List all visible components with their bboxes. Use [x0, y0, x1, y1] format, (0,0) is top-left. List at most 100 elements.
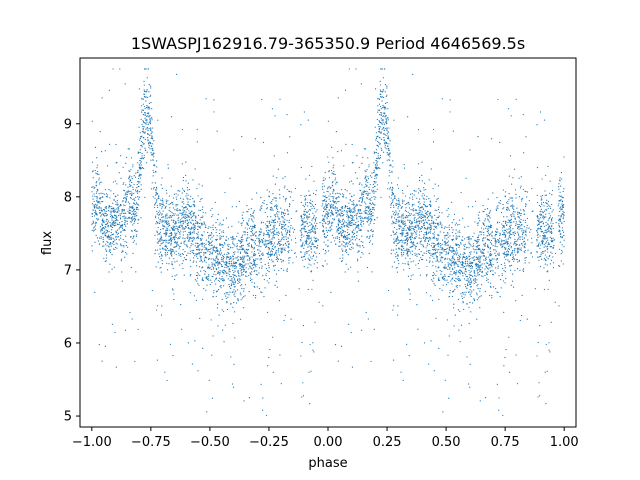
data-point [468, 383, 470, 385]
data-point [211, 207, 213, 210]
data-point [271, 200, 273, 203]
data-point [508, 245, 510, 247]
data-point [330, 223, 333, 225]
data-point [301, 236, 303, 238]
data-point [216, 249, 218, 252]
data-point [251, 215, 253, 217]
data-point [230, 236, 232, 238]
data-point [397, 221, 399, 223]
data-point [156, 160, 158, 162]
data-point [137, 191, 139, 193]
data-point [560, 222, 563, 224]
data-point [156, 193, 158, 195]
data-point [398, 247, 400, 249]
data-point [392, 193, 394, 195]
data-point [272, 193, 274, 195]
data-point [407, 116, 409, 118]
data-point [414, 214, 416, 216]
data-point [274, 224, 276, 226]
data-point [150, 129, 152, 131]
data-point [484, 218, 486, 220]
data-point [288, 242, 290, 244]
data-point [434, 237, 436, 239]
data-point [190, 243, 192, 245]
data-point [233, 279, 235, 281]
data-point [322, 230, 324, 232]
data-point [306, 215, 308, 217]
data-point [444, 242, 447, 244]
data-point [255, 294, 257, 297]
data-point [123, 210, 125, 212]
data-point [137, 162, 139, 164]
data-point [145, 107, 148, 109]
data-point [446, 226, 448, 229]
data-point [260, 241, 262, 243]
data-point [541, 194, 544, 197]
data-point [327, 211, 329, 214]
data-point [458, 246, 460, 249]
data-point [139, 152, 141, 154]
data-point [490, 264, 492, 267]
data-point [283, 225, 286, 227]
data-point [346, 211, 348, 214]
data-point [505, 277, 507, 280]
data-point [402, 192, 404, 194]
data-point [425, 213, 428, 215]
data-point [265, 267, 268, 270]
data-point [465, 271, 467, 273]
data-point [206, 257, 208, 259]
data-point [293, 228, 296, 231]
data-point [544, 238, 546, 240]
data-point [143, 154, 145, 157]
data-point [474, 278, 476, 280]
data-point [319, 222, 321, 224]
data-point [340, 233, 342, 235]
data-point [268, 222, 270, 225]
data-point [260, 246, 262, 248]
data-point [359, 246, 361, 248]
data-point [509, 226, 511, 229]
data-point [477, 222, 480, 224]
data-point [372, 206, 374, 209]
data-point [208, 275, 210, 277]
data-point [266, 216, 269, 218]
data-point [401, 217, 403, 219]
data-point [146, 89, 148, 91]
data-point [201, 216, 203, 219]
data-point [543, 119, 546, 121]
data-point [459, 341, 461, 343]
data-point [346, 207, 349, 210]
data-point [338, 245, 340, 247]
data-point [419, 198, 421, 200]
data-point [504, 271, 506, 273]
data-point [538, 242, 540, 244]
data-point [547, 207, 549, 209]
data-point [546, 248, 549, 250]
data-point [331, 225, 333, 227]
data-point [326, 216, 328, 218]
data-point [209, 283, 211, 286]
data-point [246, 255, 248, 257]
data-point [333, 164, 335, 166]
data-point [559, 248, 561, 250]
data-point [176, 227, 178, 230]
data-point [435, 222, 437, 225]
data-point [425, 231, 428, 233]
data-point [444, 266, 446, 268]
data-point [140, 144, 142, 147]
data-point [155, 191, 157, 193]
data-point [437, 245, 439, 247]
data-point [217, 253, 219, 255]
data-point [170, 227, 173, 229]
data-point [544, 258, 546, 261]
data-point [487, 232, 490, 234]
data-point [547, 242, 550, 244]
data-point [282, 213, 285, 215]
data-point [240, 246, 242, 248]
data-point [520, 225, 522, 227]
data-point [175, 245, 178, 248]
data-point [198, 244, 201, 246]
data-point [103, 193, 105, 195]
data-point [191, 210, 193, 213]
data-point [221, 260, 223, 262]
